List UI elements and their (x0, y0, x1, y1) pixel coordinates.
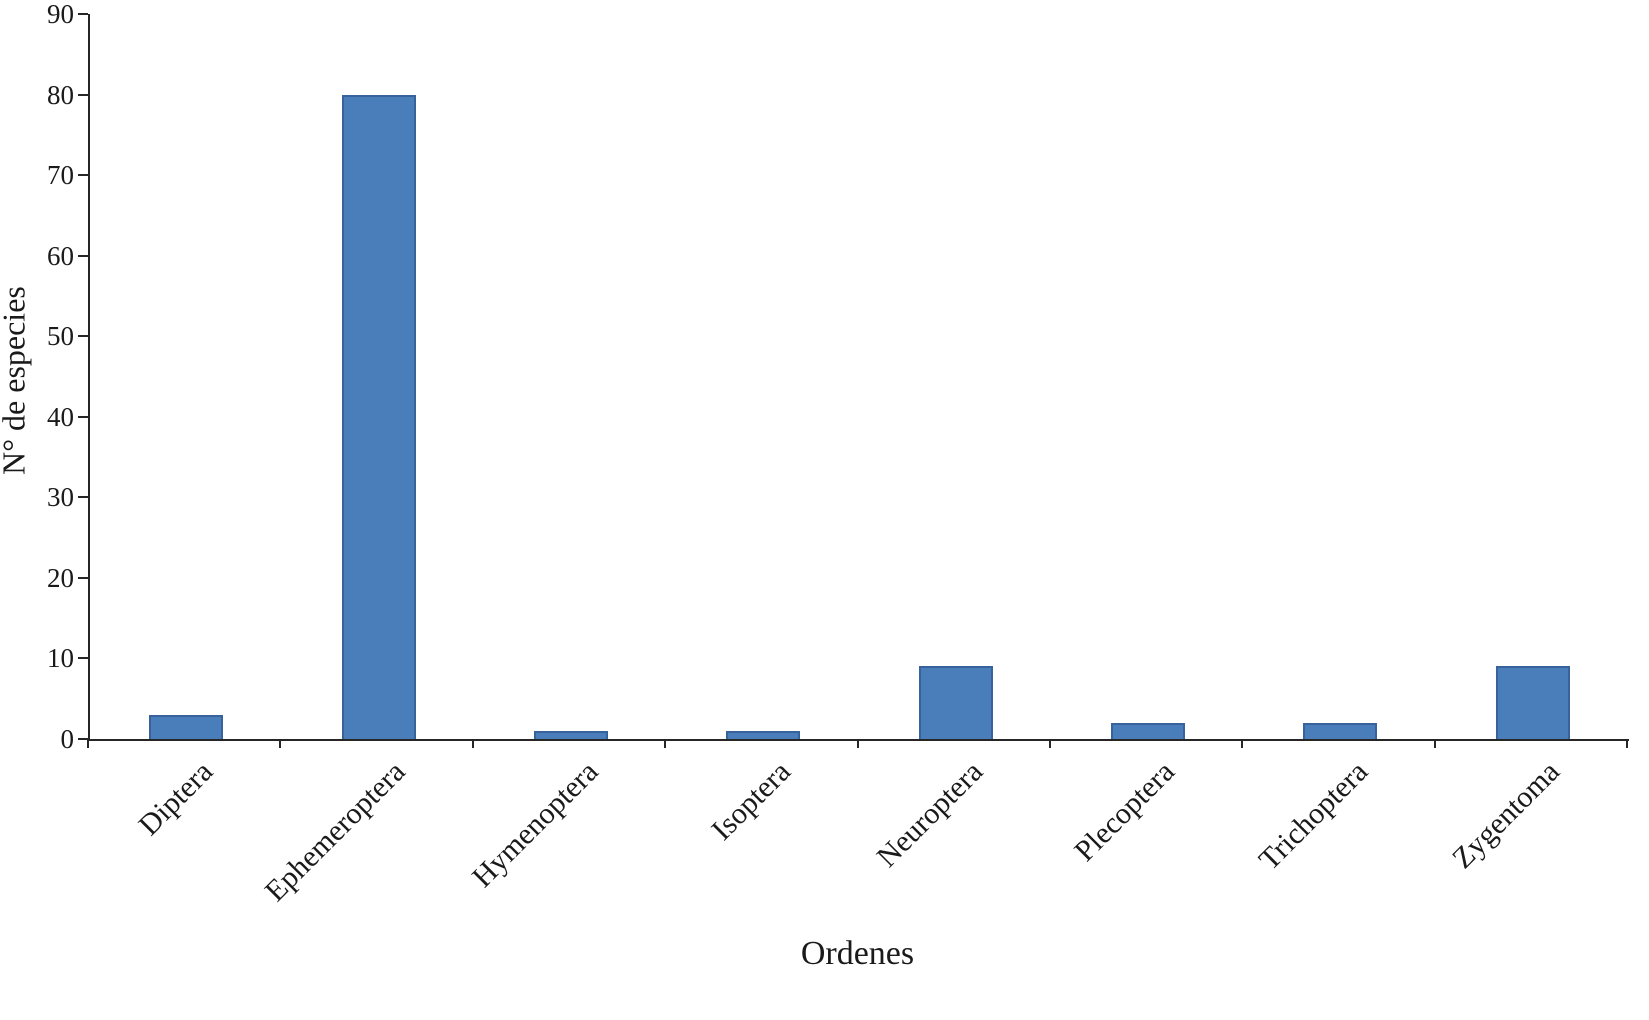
x-tick-mark (856, 739, 859, 748)
x-axis-title: Ordenes (800, 935, 915, 972)
plot-area (88, 14, 1629, 741)
y-tick-mark (78, 174, 88, 177)
y-tick-mark (78, 93, 88, 96)
bar-hymenoptera (533, 731, 608, 739)
x-tick-label-neuroptera: Neuroptera (870, 755, 990, 874)
y-tick-mark (78, 254, 88, 257)
x-tick-mark (1433, 739, 1436, 748)
y-tick-label: 50 (47, 321, 74, 352)
y-tick-mark (78, 335, 88, 338)
y-tick-label: 40 (47, 401, 74, 432)
x-tick-mark (279, 739, 282, 748)
x-tick-label-zygentoma: Zygentoma (1446, 755, 1567, 875)
y-tick-label: 90 (47, 0, 74, 29)
x-tick-mark (1048, 739, 1051, 748)
y-tick-label: 30 (47, 482, 74, 513)
x-tick-mark (1626, 739, 1628, 748)
y-tick-mark (78, 496, 88, 499)
y-tick-label: 60 (47, 240, 74, 271)
y-tick-mark (78, 13, 88, 15)
x-tick-label-ephemeroptera: Ephemeroptera (258, 755, 412, 908)
bar-neuroptera (918, 666, 993, 739)
x-tick-label-trichoptera: Trichoptera (1252, 755, 1374, 877)
x-tick-mark (87, 739, 89, 748)
bar-trichoptera (1303, 723, 1378, 739)
y-tick-label: 70 (47, 160, 74, 191)
x-tick-mark (1241, 739, 1244, 748)
bar-plecoptera (1111, 723, 1186, 739)
bar-ephemeroptera (341, 95, 416, 739)
y-tick-mark (78, 415, 88, 418)
bar-diptera (149, 715, 224, 739)
x-tick-label-isoptera: Isoptera (704, 755, 797, 847)
bar-zygentoma (1495, 666, 1570, 739)
y-tick-label: 80 (47, 79, 74, 110)
x-tick-label-plecoptera: Plecoptera (1068, 755, 1182, 868)
y-tick-label: 20 (47, 562, 74, 593)
x-tick-label-diptera: Diptera (132, 755, 220, 842)
y-tick-label: 10 (47, 643, 74, 674)
y-tick-mark (78, 576, 88, 579)
bar-isoptera (726, 731, 801, 739)
y-tick-mark (78, 738, 88, 740)
y-tick-label: 0 (60, 724, 75, 754)
y-tick-mark (78, 657, 88, 660)
x-tick-label-hymenoptera: Hymenoptera (465, 755, 605, 894)
x-tick-mark (471, 739, 474, 748)
x-tick-mark (664, 739, 667, 748)
